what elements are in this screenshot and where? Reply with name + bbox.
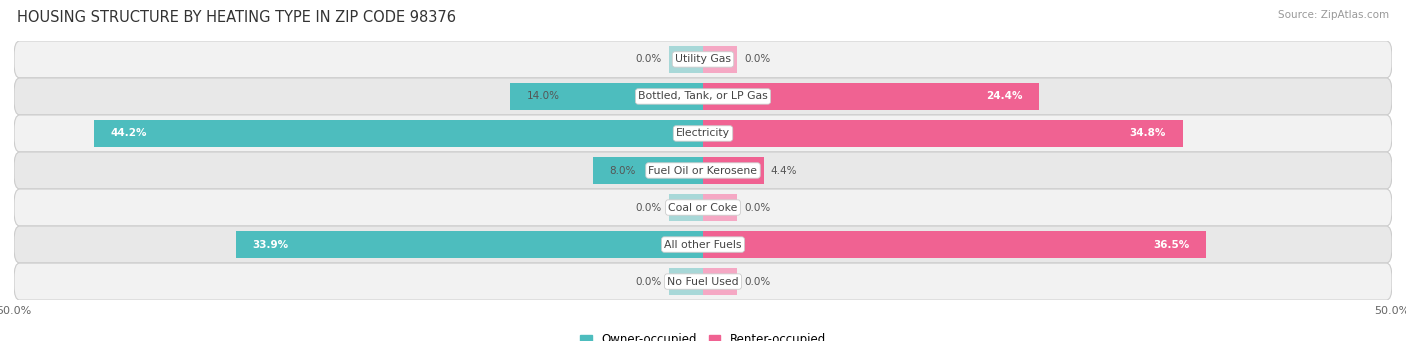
Bar xyxy=(703,231,1206,258)
Text: 0.0%: 0.0% xyxy=(744,55,770,64)
FancyBboxPatch shape xyxy=(14,78,1392,115)
Text: 8.0%: 8.0% xyxy=(609,165,636,176)
Bar xyxy=(703,120,1182,147)
Text: 0.0%: 0.0% xyxy=(744,203,770,212)
FancyBboxPatch shape xyxy=(14,41,1392,78)
Text: Coal or Coke: Coal or Coke xyxy=(668,203,738,212)
Text: No Fuel Used: No Fuel Used xyxy=(668,277,738,286)
Bar xyxy=(669,194,703,221)
FancyBboxPatch shape xyxy=(14,152,1392,189)
Bar xyxy=(510,83,703,110)
Bar xyxy=(593,157,703,184)
Text: 0.0%: 0.0% xyxy=(744,277,770,286)
Text: 34.8%: 34.8% xyxy=(1129,129,1166,138)
Text: Bottled, Tank, or LP Gas: Bottled, Tank, or LP Gas xyxy=(638,91,768,102)
Text: Electricity: Electricity xyxy=(676,129,730,138)
Bar xyxy=(703,194,738,221)
Text: 44.2%: 44.2% xyxy=(111,129,148,138)
Bar xyxy=(94,120,703,147)
Bar xyxy=(236,231,703,258)
Bar xyxy=(703,83,1039,110)
FancyBboxPatch shape xyxy=(14,189,1392,226)
Text: 0.0%: 0.0% xyxy=(636,277,662,286)
Text: Source: ZipAtlas.com: Source: ZipAtlas.com xyxy=(1278,10,1389,20)
Text: 4.4%: 4.4% xyxy=(770,165,797,176)
Bar xyxy=(669,46,703,73)
Text: 0.0%: 0.0% xyxy=(636,203,662,212)
Bar xyxy=(703,157,763,184)
Text: Utility Gas: Utility Gas xyxy=(675,55,731,64)
FancyBboxPatch shape xyxy=(14,226,1392,263)
Text: 14.0%: 14.0% xyxy=(527,91,560,102)
Text: Fuel Oil or Kerosene: Fuel Oil or Kerosene xyxy=(648,165,758,176)
Bar xyxy=(703,46,738,73)
Legend: Owner-occupied, Renter-occupied: Owner-occupied, Renter-occupied xyxy=(575,329,831,341)
Text: HOUSING STRUCTURE BY HEATING TYPE IN ZIP CODE 98376: HOUSING STRUCTURE BY HEATING TYPE IN ZIP… xyxy=(17,10,456,25)
Text: 33.9%: 33.9% xyxy=(253,239,288,250)
Text: 0.0%: 0.0% xyxy=(636,55,662,64)
Bar xyxy=(703,268,738,295)
Text: 24.4%: 24.4% xyxy=(986,91,1022,102)
FancyBboxPatch shape xyxy=(14,115,1392,152)
FancyBboxPatch shape xyxy=(14,263,1392,300)
Bar xyxy=(669,268,703,295)
Text: All other Fuels: All other Fuels xyxy=(664,239,742,250)
Text: 36.5%: 36.5% xyxy=(1153,239,1189,250)
